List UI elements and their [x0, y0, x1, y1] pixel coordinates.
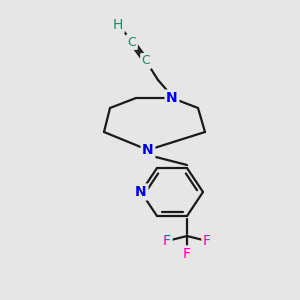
Text: F: F — [203, 234, 211, 248]
Text: F: F — [163, 234, 171, 248]
Text: C: C — [128, 35, 136, 49]
Text: N: N — [135, 185, 147, 199]
Text: H: H — [113, 18, 123, 32]
Text: N: N — [142, 143, 154, 157]
Text: F: F — [183, 247, 191, 261]
Text: N: N — [166, 91, 178, 105]
Text: C: C — [142, 55, 150, 68]
